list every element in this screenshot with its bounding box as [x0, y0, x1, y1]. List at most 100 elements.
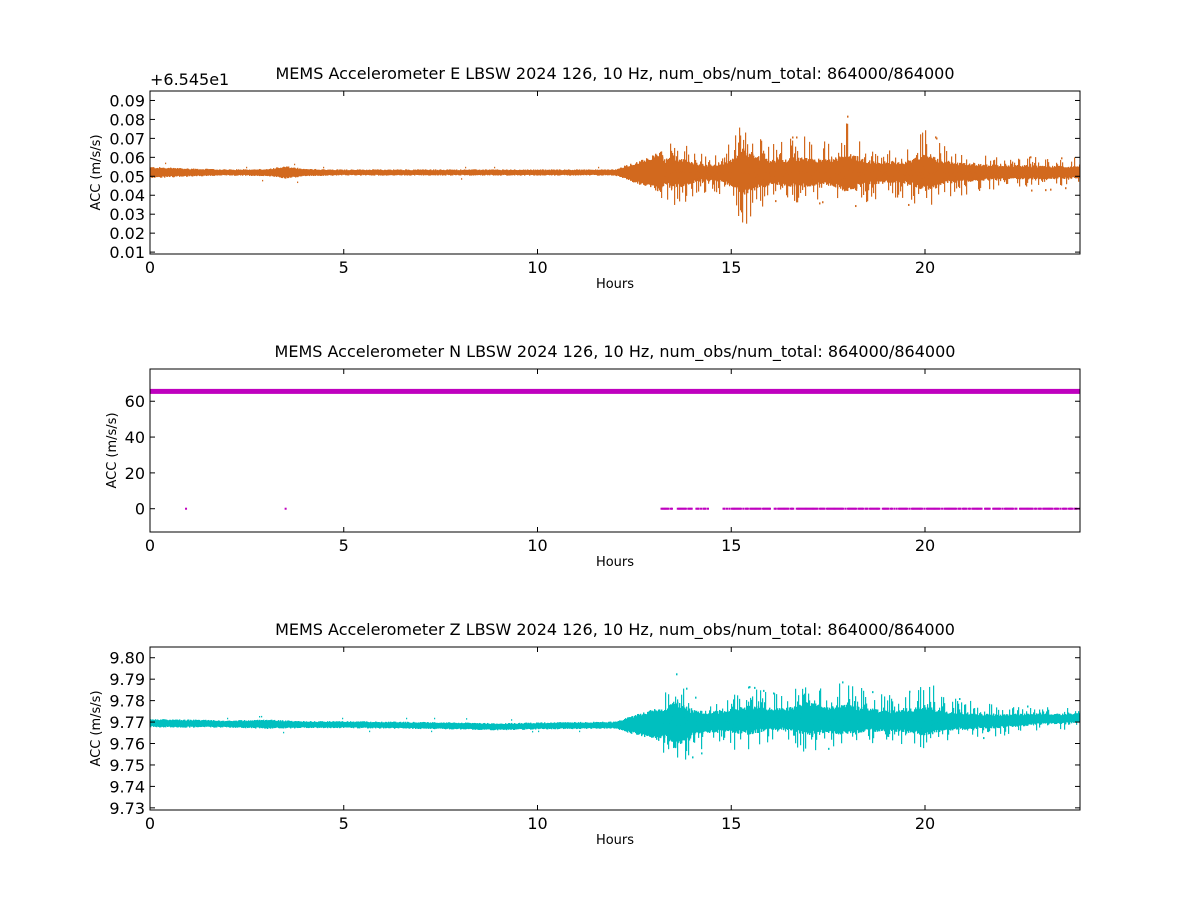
- data-spike: [753, 161, 755, 186]
- data-column: [562, 170, 564, 175]
- data-column: [914, 709, 916, 733]
- data-spike: [665, 692, 667, 724]
- data-point: [873, 507, 876, 510]
- data-point: [945, 507, 948, 510]
- data-spike: [922, 720, 924, 729]
- data-spike: [969, 718, 971, 723]
- data-spike: [823, 718, 825, 722]
- data-spike: [908, 167, 910, 175]
- data-point: [1018, 507, 1021, 510]
- data-point: [866, 507, 869, 510]
- data-column: [617, 168, 619, 176]
- data-column: [339, 721, 341, 729]
- data-spike: [836, 705, 838, 724]
- data-column: [731, 161, 733, 186]
- data-spike: [835, 168, 837, 174]
- data-spike: [991, 704, 993, 727]
- data-point: [1051, 507, 1054, 510]
- data-spike: [1019, 159, 1021, 187]
- data-spike: [791, 145, 793, 173]
- data-spike: [684, 717, 686, 741]
- data-column: [419, 722, 421, 729]
- data-column: [243, 169, 245, 175]
- data-column: [484, 722, 486, 730]
- data-column: [184, 168, 186, 177]
- data-spike: [934, 162, 936, 175]
- data-column: [304, 721, 306, 728]
- data-column: [526, 170, 528, 175]
- data-point: [973, 507, 976, 510]
- data-column: [267, 720, 269, 729]
- data-spike: [677, 150, 679, 199]
- data-column: [583, 722, 585, 729]
- data-column: [340, 169, 342, 175]
- data-column: [497, 169, 499, 176]
- data-column: [231, 169, 233, 176]
- data-column: [610, 721, 612, 729]
- data-column: [323, 169, 325, 176]
- data-column: [411, 722, 413, 729]
- data-spike: [1051, 715, 1053, 720]
- data-column: [608, 169, 610, 176]
- data-point: [1044, 507, 1047, 510]
- data-spike: [863, 171, 865, 195]
- data-column: [1028, 166, 1030, 180]
- data-column: [196, 719, 198, 728]
- data-column: [506, 169, 508, 176]
- data-spike: [929, 686, 931, 730]
- data-spike: [897, 720, 899, 723]
- data-spike: [669, 723, 671, 732]
- data-point: [1070, 507, 1073, 510]
- data-column: [234, 720, 236, 728]
- data-spike: [852, 172, 854, 174]
- data-column: [325, 721, 327, 728]
- data-spike: [692, 168, 694, 197]
- data-spike: [805, 168, 807, 196]
- data-point: [900, 507, 903, 510]
- data-column: [556, 722, 558, 729]
- data-column: [492, 723, 494, 731]
- data-column: [182, 168, 184, 177]
- data-spike: [754, 711, 756, 721]
- data-column: [165, 168, 167, 177]
- data-spike: [844, 144, 846, 177]
- data-column: [440, 722, 442, 729]
- data-column: [633, 164, 635, 183]
- data-column: [451, 169, 453, 176]
- data-column: [395, 169, 397, 176]
- data-spike: [661, 151, 663, 199]
- data-column: [575, 170, 577, 176]
- data-column: [415, 722, 417, 729]
- data-column: [685, 708, 687, 737]
- data-column: [391, 722, 393, 728]
- data-point: [851, 507, 854, 510]
- data-spike: [713, 721, 715, 738]
- data-column: [521, 169, 523, 176]
- data-column: [346, 721, 348, 728]
- data-column: [657, 156, 659, 192]
- data-spike: [843, 166, 845, 179]
- data-column: [398, 722, 400, 729]
- data-column: [419, 169, 421, 176]
- data-spike: [721, 161, 723, 173]
- data-column: [211, 720, 213, 727]
- data-spike: [959, 172, 961, 189]
- data-column: [230, 721, 232, 728]
- x-tick-label: 15: [721, 814, 741, 833]
- data-point: [823, 507, 826, 510]
- data-point: [791, 507, 794, 510]
- data-point: [844, 507, 847, 510]
- data-column: [408, 169, 410, 175]
- data-spike: [692, 714, 694, 731]
- data-spike: [761, 702, 763, 721]
- data-column: [569, 722, 571, 729]
- data-outlier: [908, 203, 910, 206]
- data-column: [577, 169, 579, 176]
- data-spike: [903, 168, 905, 175]
- data-column: [378, 721, 380, 729]
- data-column: [264, 720, 266, 729]
- data-spike: [731, 166, 733, 173]
- data-column: [380, 169, 382, 176]
- data-spike: [774, 165, 776, 177]
- data-point: [893, 507, 896, 510]
